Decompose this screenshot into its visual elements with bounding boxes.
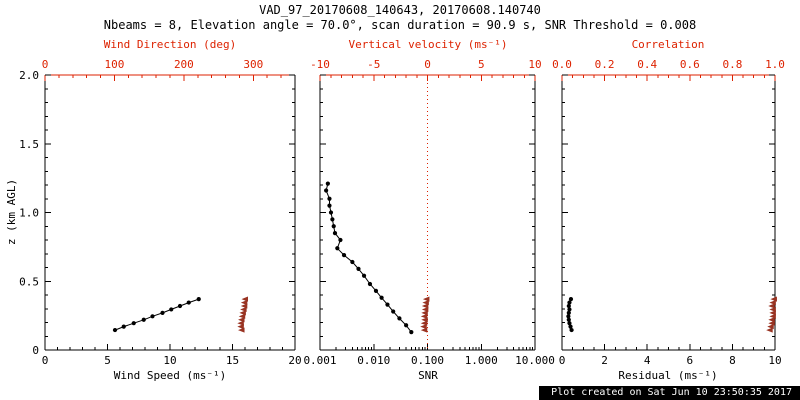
svg-text:8: 8 (729, 354, 736, 367)
plot-subtitle: Nbeams = 8, Elevation angle = 70.0°, sca… (103, 18, 697, 32)
svg-text:200: 200 (174, 58, 194, 71)
svg-text:10: 10 (768, 354, 781, 367)
svg-text:1.000: 1.000 (465, 354, 498, 367)
wind-direction-axis-label: Wind Direction (deg) (103, 38, 237, 51)
svg-text:0.8: 0.8 (722, 58, 742, 71)
z-axis-label: z (km AGL) (5, 178, 18, 246)
residual-axes (561, 74, 776, 351)
svg-text:10.000: 10.000 (515, 354, 555, 367)
series-wind-speed (112, 297, 201, 333)
svg-text:1.0: 1.0 (19, 207, 39, 220)
svg-text:0.5: 0.5 (19, 275, 39, 288)
svg-text:300: 300 (243, 58, 263, 71)
series-vertical-velocity (420, 296, 430, 333)
snr-axis-label: SNR (418, 369, 438, 382)
svg-text:0: 0 (32, 344, 39, 357)
svg-text:15: 15 (226, 354, 239, 367)
creation-timestamp: Plot created on Sat Jun 10 23:50:35 2017 (539, 386, 800, 400)
svg-text:5: 5 (104, 354, 111, 367)
svg-text:-10: -10 (310, 58, 330, 71)
svg-text:0.100: 0.100 (411, 354, 444, 367)
correlation-axis-label: Correlation (631, 38, 705, 51)
svg-text:0: 0 (42, 354, 49, 367)
wind-speed-axis-label: Wind Speed (ms⁻¹) (113, 369, 227, 382)
series-wind-direction (237, 296, 248, 333)
svg-text:0.001: 0.001 (303, 354, 336, 367)
svg-text:4: 4 (644, 354, 651, 367)
svg-text:1.5: 1.5 (19, 138, 39, 151)
svg-text:0: 0 (424, 58, 431, 71)
panel-snr: 0.001 0.010 0.100 1.000 10.000 -10 -5 0 5 10 (303, 58, 554, 367)
svg-text:20: 20 (288, 354, 301, 367)
series-snr-profile (324, 181, 414, 335)
svg-text:-5: -5 (367, 58, 380, 71)
svg-text:10: 10 (163, 354, 176, 367)
svg-text:10: 10 (528, 58, 541, 71)
panel-residual: 0 2 4 6 8 10 0.0 0.2 0.4 0.6 0.8 1.0 (552, 58, 785, 367)
svg-text:2.0: 2.0 (19, 69, 39, 82)
svg-text:5: 5 (478, 58, 485, 71)
svg-text:0.010: 0.010 (357, 354, 390, 367)
svg-text:0.4: 0.4 (637, 58, 657, 71)
svg-text:0.0: 0.0 (552, 58, 572, 71)
svg-text:0: 0 (559, 354, 566, 367)
vertical-velocity-axis-label: Vertical velocity (ms⁻¹) (348, 38, 508, 51)
svg-text:100: 100 (105, 58, 125, 71)
svg-text:0.2: 0.2 (595, 58, 615, 71)
plot-title: VAD_97_20170608_140643, 20170608.140740 (259, 3, 541, 17)
svg-text:1.0: 1.0 (765, 58, 785, 71)
svg-text:2: 2 (601, 354, 608, 367)
series-correlation (766, 296, 777, 333)
residual-axis-label: Residual (ms⁻¹) (618, 369, 718, 382)
svg-text:6: 6 (686, 354, 693, 367)
series-residual (566, 297, 574, 333)
svg-text:0.6: 0.6 (680, 58, 700, 71)
svg-text:0: 0 (42, 58, 49, 71)
wind-axes (44, 74, 296, 351)
